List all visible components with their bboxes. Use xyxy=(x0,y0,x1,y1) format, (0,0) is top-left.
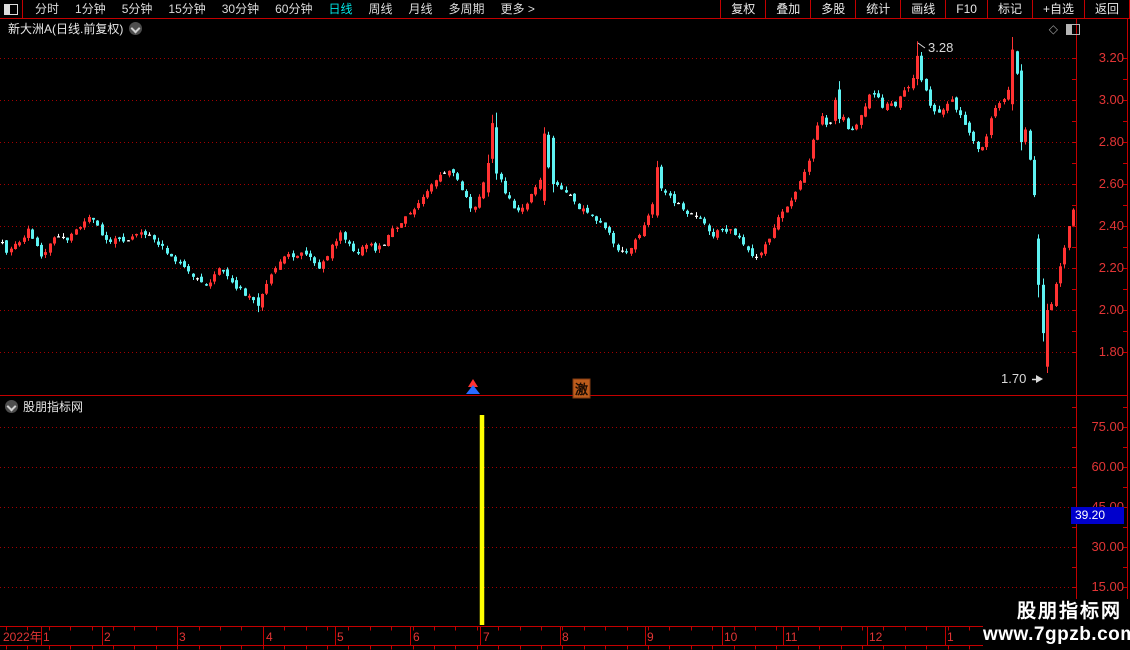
toolbar-item-right-1[interactable]: 叠加 xyxy=(765,0,810,18)
toolbar-item-left-10[interactable]: 更多 > xyxy=(500,2,535,16)
price-label-2.60: 2.60 xyxy=(1098,176,1124,191)
watermark-site-url: www.7gpzb.com xyxy=(983,624,1130,645)
price-label-2.80: 2.80 xyxy=(1098,134,1124,149)
price-label-2.00: 2.00 xyxy=(1098,302,1124,317)
month-label-4: 4 xyxy=(266,630,273,644)
ji-marker-box xyxy=(572,378,591,399)
annotation-layer: 3.28 1.70 xyxy=(917,40,1043,386)
toolbar-item-right-4[interactable]: 画线 xyxy=(900,0,945,18)
watermark-site-name: 股朋指标网 xyxy=(1016,601,1122,622)
layout-toggle-button[interactable] xyxy=(0,0,23,18)
price-label-2.40: 2.40 xyxy=(1098,218,1124,233)
toolbar-item-right-5[interactable]: F10 xyxy=(945,0,987,18)
indicator-value-tag: 39.20 xyxy=(1071,507,1124,524)
month-label-3: 3 xyxy=(179,630,186,644)
toolbar-item-left-0[interactable]: 分时 xyxy=(35,2,60,16)
toolbar-item-right-6[interactable]: 标记 xyxy=(986,0,1032,18)
indicator-label-15.00: 15.00 xyxy=(1091,578,1124,594)
toolbar-left-items: 分时 1分钟 5分钟 15分钟 30分钟 60分钟 日线 周线 月线 多周期 更多 > xyxy=(23,0,543,18)
toolbar-item-left-9[interactable]: 多周期 xyxy=(448,2,485,16)
indicator-label-30.00: 30.00 xyxy=(1091,538,1124,554)
month-label-8: 8 xyxy=(562,630,569,644)
grid-layer xyxy=(0,58,1076,588)
toolbar-item-left-1[interactable]: 1分钟 xyxy=(75,2,106,16)
candlestick-layer xyxy=(1,37,1075,373)
toolbar-item-left-4[interactable]: 30分钟 xyxy=(221,2,260,16)
month-label-5: 5 xyxy=(337,630,344,644)
stock-title: 新大洲A(日线.前复权) xyxy=(8,22,124,36)
month-label-0: 2022年 xyxy=(3,630,42,644)
price-annotation-1: 1.70 xyxy=(1001,371,1026,386)
price-label-3.20: 3.20 xyxy=(1098,50,1124,65)
month-label-6: 6 xyxy=(413,630,420,644)
indicator-title: 股朋指标网 xyxy=(23,400,84,414)
month-label-13: 1 xyxy=(947,630,954,644)
indicator-label-60.00: 60.00 xyxy=(1091,458,1124,474)
month-label-11: 11 xyxy=(785,630,798,644)
top-toolbar: 分时 1分钟 5分钟 15分钟 30分钟 60分钟 日线 周线 月线 多周期 更多 > 复权 叠加 多股… xyxy=(0,0,1130,19)
indicator-header: 股朋指标网 xyxy=(5,398,83,415)
toolbar-right-items: 复权 叠加 多股 统计 画线 F10 标记 +自选 返回 xyxy=(720,0,1130,18)
title-bar-icons: ◇ xyxy=(1049,23,1080,35)
indicator-collapse-chevron-icon[interactable] xyxy=(5,400,18,413)
month-label-9: 9 xyxy=(647,630,654,644)
toolbar-item-left-8[interactable]: 月线 xyxy=(408,2,433,16)
month-label-12: 12 xyxy=(869,630,883,644)
price-label-1.80: 1.80 xyxy=(1098,344,1124,359)
chevron-down-icon[interactable] xyxy=(129,22,143,35)
month-label-2: 2 xyxy=(104,630,111,644)
toolbar-item-left-5[interactable]: 60分钟 xyxy=(275,2,313,16)
panel-layout-icon xyxy=(4,3,18,15)
diamond-icon[interactable]: ◇ xyxy=(1048,22,1058,36)
month-label-10: 10 xyxy=(724,630,738,644)
indicator-bar-layer xyxy=(479,414,485,625)
toolbar-item-right-0[interactable]: 复权 xyxy=(720,0,765,18)
frame-layer xyxy=(0,19,1128,650)
month-label-1: 1 xyxy=(43,630,50,644)
toolbar-item-left-2[interactable]: 5分钟 xyxy=(121,2,153,16)
signal-double-triangle-icon xyxy=(468,379,478,387)
marker-layer: 激 xyxy=(466,378,591,399)
month-label-7: 7 xyxy=(483,630,490,644)
toolbar-item-left-3[interactable]: 15分钟 xyxy=(168,2,206,16)
panel-layout-icon-small[interactable] xyxy=(1066,23,1080,35)
title-bar: 新大洲A(日线.前复权) ◇ xyxy=(0,20,1130,37)
toolbar-item-right-8[interactable]: 返回 xyxy=(1083,0,1129,18)
price-label-2.20: 2.20 xyxy=(1098,260,1124,275)
toolbar-item-right-7[interactable]: +自选 xyxy=(1031,0,1084,18)
ji-marker-text: 激 xyxy=(575,382,589,397)
toolbar-item-left-6[interactable]: 日线 xyxy=(328,2,353,16)
toolbar-item-right-3[interactable]: 统计 xyxy=(855,0,900,18)
toolbar-item-right-2[interactable]: 多股 xyxy=(810,0,855,18)
indicator-label-75.00: 75.00 xyxy=(1091,418,1124,434)
toolbar-item-left-7[interactable]: 周线 xyxy=(368,2,393,16)
price-annotation-0: 3.28 xyxy=(928,40,953,55)
price-label-3.00: 3.00 xyxy=(1098,92,1124,107)
watermark: 股朋指标网 www.7gpzb.com xyxy=(983,599,1130,650)
